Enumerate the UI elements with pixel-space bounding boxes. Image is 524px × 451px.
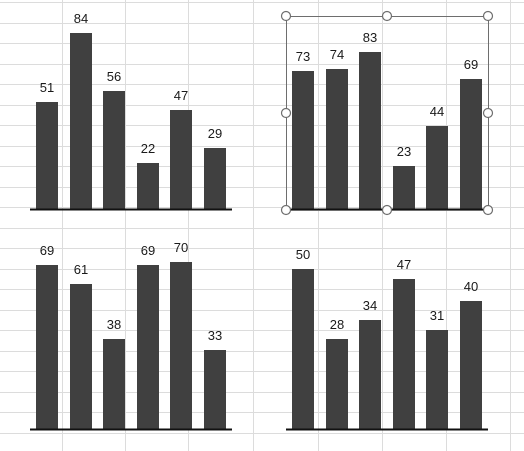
bar-value-label: 69 — [464, 57, 478, 72]
bar-value-label: 70 — [174, 240, 188, 255]
bar-value-label: 61 — [74, 262, 88, 277]
bar-chart-4[interactable]: 50 28 34 47 31 40 — [286, 247, 488, 431]
bar-value-label: 51 — [40, 80, 54, 95]
bar-value-label: 33 — [208, 328, 222, 343]
resize-handle-top[interactable] — [381, 10, 393, 22]
bar — [460, 79, 482, 209]
bar — [359, 52, 381, 209]
bar-value-label: 22 — [141, 141, 155, 156]
bar — [204, 350, 226, 429]
bar-value-label: 47 — [397, 257, 411, 272]
resize-handle-bottom-left[interactable] — [280, 204, 292, 216]
bar-chart-3[interactable]: 69 61 38 69 70 33 — [30, 240, 232, 431]
bar — [103, 91, 125, 209]
bar — [326, 339, 348, 429]
bar-value-label: 83 — [363, 30, 377, 45]
resize-handle-right[interactable] — [482, 107, 494, 119]
bar — [292, 71, 314, 209]
bar — [460, 301, 482, 429]
bar — [204, 148, 226, 209]
bar-value-label: 74 — [330, 47, 344, 62]
bar-value-label: 84 — [74, 11, 88, 26]
bar — [103, 339, 125, 429]
bar-chart-2[interactable]: 73 74 83 23 44 69 — [286, 30, 488, 211]
bar-value-label: 69 — [141, 243, 155, 258]
bar — [393, 166, 415, 209]
bar — [137, 163, 159, 209]
bar — [137, 265, 159, 429]
bar-value-label: 34 — [363, 298, 377, 313]
bar-chart-1[interactable]: 51 84 56 22 47 29 — [30, 11, 232, 211]
bar-value-label: 29 — [208, 126, 222, 141]
bar-value-label: 23 — [397, 144, 411, 159]
bar-value-label: 40 — [464, 279, 478, 294]
bar-value-label: 38 — [107, 317, 121, 332]
resize-handle-top-right[interactable] — [482, 10, 494, 22]
bar-value-label: 50 — [296, 247, 310, 262]
bar-value-label: 47 — [174, 88, 188, 103]
bar-value-label: 73 — [296, 49, 310, 64]
chart-objects: 51 84 56 22 47 29 73 74 83 23 44 69 69 61 38 69 70 33 50 28… — [30, 11, 488, 431]
bar — [36, 265, 58, 429]
bar — [170, 110, 192, 209]
bar-value-label: 28 — [330, 317, 344, 332]
bar — [70, 33, 92, 209]
bar — [426, 330, 448, 429]
chart-selection — [280, 10, 494, 216]
bar — [70, 284, 92, 429]
bar-value-label: 56 — [107, 69, 121, 84]
resize-handle-bottom-right[interactable] — [482, 204, 494, 216]
bar — [292, 269, 314, 429]
bar-value-label: 69 — [40, 243, 54, 258]
resize-handle-bottom[interactable] — [381, 204, 393, 216]
bar — [393, 279, 415, 429]
bar — [170, 262, 192, 429]
selection-frame — [286, 16, 489, 211]
bar — [326, 69, 348, 209]
bar-value-label: 44 — [430, 104, 444, 119]
bar — [359, 320, 381, 429]
bar — [426, 126, 448, 209]
bar — [36, 102, 58, 209]
resize-handle-left[interactable] — [280, 107, 292, 119]
resize-handle-top-left[interactable] — [280, 10, 292, 22]
bar-value-label: 31 — [430, 308, 444, 323]
